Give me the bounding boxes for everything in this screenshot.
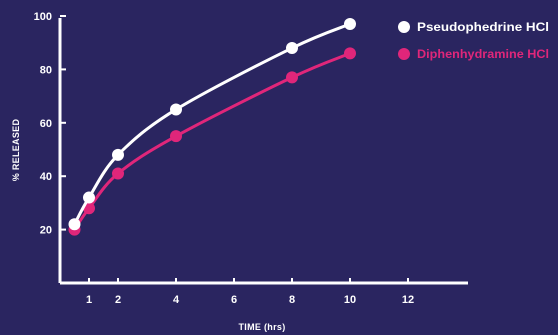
y-tick-label: 20 bbox=[40, 225, 52, 237]
data-point bbox=[286, 71, 298, 84]
data-point bbox=[68, 218, 81, 231]
y-tick-label: 40 bbox=[40, 171, 52, 183]
data-point bbox=[344, 18, 356, 31]
series-pseudophedrine bbox=[68, 18, 356, 231]
legend-label: Pseudophedrine HCl bbox=[417, 20, 549, 34]
legend-label: Diphenhydramine HCl bbox=[417, 47, 549, 61]
chart-axes bbox=[58, 18, 468, 285]
data-point bbox=[83, 191, 95, 204]
x-tick-label: 8 bbox=[289, 294, 295, 306]
x-tick-label: 4 bbox=[173, 294, 180, 306]
legend: Pseudophedrine HCl Diphenhydramine HCl bbox=[398, 20, 549, 61]
data-point bbox=[286, 42, 298, 55]
data-point bbox=[344, 47, 356, 60]
x-tick-label: 1 bbox=[86, 294, 92, 306]
data-point bbox=[112, 167, 124, 180]
series-line bbox=[73, 22, 351, 225]
x-tick-label: 6 bbox=[231, 294, 237, 306]
data-point bbox=[112, 148, 124, 161]
y-axis-title: % RELEASED bbox=[11, 119, 21, 182]
y-tick-label: 60 bbox=[40, 118, 52, 130]
x-tick-label: 2 bbox=[115, 294, 121, 306]
x-tick-label: 10 bbox=[344, 294, 356, 306]
series-diphenhydramine bbox=[68, 47, 356, 236]
y-tick-label: 100 bbox=[34, 11, 52, 23]
legend-marker bbox=[398, 21, 410, 33]
series-layer bbox=[68, 18, 356, 236]
x-axis-title: TIME (hrs) bbox=[239, 322, 286, 332]
x-tick-label: 12 bbox=[402, 294, 414, 306]
data-point bbox=[170, 103, 182, 116]
legend-marker bbox=[398, 48, 410, 60]
data-point bbox=[170, 130, 182, 143]
y-tick-label: 80 bbox=[40, 64, 52, 76]
series-line bbox=[73, 51, 351, 231]
